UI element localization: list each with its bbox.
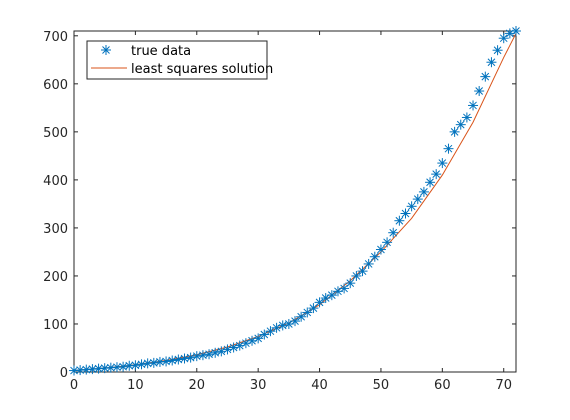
- plot-layer: [69, 26, 521, 376]
- data-point: [394, 215, 405, 226]
- data-point: [302, 307, 313, 318]
- data-point: [118, 361, 129, 372]
- y-tick-label: 300: [43, 222, 68, 237]
- data-point: [161, 356, 172, 367]
- data-point: [148, 357, 159, 368]
- plot-frame: [73, 30, 517, 373]
- legend-box: [86, 40, 268, 80]
- data-point: [197, 350, 208, 361]
- x-tick-label: 70: [495, 378, 512, 393]
- data-point: [486, 57, 497, 68]
- x-tick-label: 10: [127, 378, 144, 393]
- data-point: [412, 194, 423, 205]
- y-tick-label: 100: [43, 318, 68, 333]
- data-point: [369, 251, 380, 262]
- x-tick-label: 20: [189, 378, 206, 393]
- y-tick-label: 400: [43, 174, 68, 189]
- data-point: [296, 311, 307, 322]
- data-point: [400, 208, 411, 219]
- x-tick-label: 40: [311, 378, 328, 393]
- data-point: [480, 71, 491, 82]
- legend-label-true-data: true data: [131, 44, 191, 59]
- data-point: [75, 365, 86, 376]
- data-point: [388, 227, 399, 238]
- data-point: [382, 237, 393, 248]
- data-point: [443, 143, 454, 154]
- data-point: [308, 303, 319, 314]
- y-tick-label: 600: [43, 78, 68, 93]
- y-tick-label: 200: [43, 270, 68, 285]
- data-point: [406, 201, 417, 212]
- data-point: [437, 158, 448, 169]
- data-point: [468, 100, 479, 111]
- x-tick-label: 50: [373, 378, 390, 393]
- x-tick-label: 0: [70, 378, 78, 393]
- data-point: [204, 349, 215, 360]
- data-point: [142, 358, 153, 369]
- data-point: [425, 177, 436, 188]
- data-point: [511, 26, 521, 36]
- legend: true data least squares solution: [86, 40, 273, 80]
- axes-box: [73, 30, 517, 373]
- data-point: [461, 112, 472, 123]
- x-tick-label: 30: [250, 378, 267, 393]
- x-tick-label: 60: [434, 378, 451, 393]
- data-point: [253, 333, 264, 344]
- data-point: [277, 320, 288, 331]
- data-point: [259, 329, 270, 340]
- data-point: [431, 169, 442, 180]
- data-point: [314, 297, 325, 308]
- data-point: [363, 258, 374, 269]
- data-point: [216, 346, 227, 357]
- data-point: [449, 126, 460, 137]
- data-point: [222, 344, 233, 355]
- data-point: [492, 45, 503, 56]
- data-point: [130, 360, 141, 371]
- data-point: [173, 354, 184, 365]
- data-point: [167, 355, 178, 366]
- data-point: [290, 316, 300, 327]
- data-point: [247, 335, 258, 346]
- data-point: [474, 86, 485, 97]
- data-point: [351, 270, 362, 281]
- data-point: [179, 353, 190, 364]
- legend-label-least-squares: least squares solution: [131, 62, 273, 77]
- y-tick-label: 500: [43, 126, 68, 141]
- data-point: [375, 244, 386, 255]
- data-point: [228, 342, 239, 353]
- data-point: [357, 266, 368, 277]
- data-point: [210, 347, 221, 358]
- y-tick-label: 700: [43, 30, 68, 45]
- data-point: [191, 351, 202, 362]
- data-point: [326, 290, 337, 301]
- y-tick-label: 0: [60, 366, 68, 381]
- data-point: [418, 186, 429, 197]
- data-point: [339, 283, 350, 294]
- data-point: [345, 278, 356, 289]
- data-point: [136, 359, 147, 370]
- data-point: [455, 119, 466, 130]
- data-point: [498, 33, 509, 44]
- data-point: [283, 318, 294, 329]
- legend-marker-true-data: [101, 45, 111, 55]
- data-point: [185, 352, 196, 363]
